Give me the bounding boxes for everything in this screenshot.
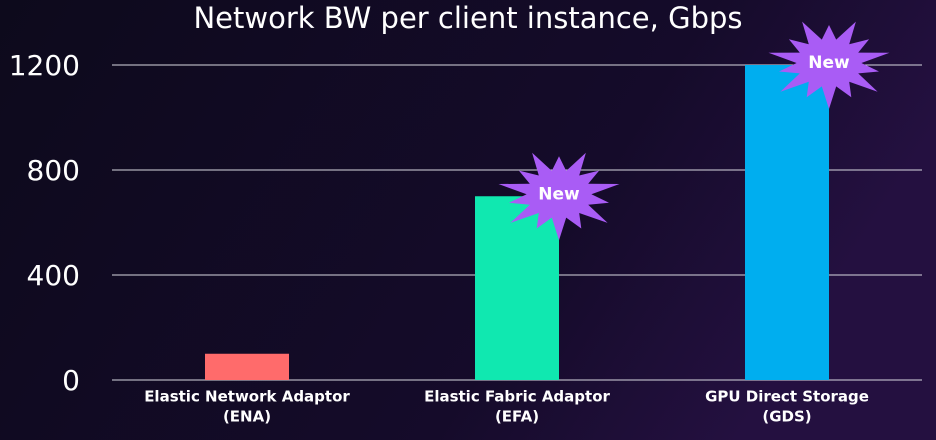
- y-tick-label: 400: [27, 259, 80, 292]
- new-badge: [498, 152, 620, 241]
- chart-title: Network BW per client instance, Gbps: [193, 1, 742, 35]
- y-tick-label: 800: [27, 154, 80, 187]
- x-tick-label: Elastic Fabric Adaptor: [424, 388, 610, 406]
- x-tick-label: (GDS): [762, 408, 811, 426]
- annotation: New: [538, 184, 580, 204]
- bar: [745, 65, 829, 380]
- bar: [475, 196, 559, 380]
- y-tick-label: 0: [62, 364, 80, 397]
- y-tick-label: 1200: [9, 49, 80, 82]
- x-tick-label: (EFA): [495, 408, 539, 426]
- x-tick-label: Elastic Network Adaptor: [144, 388, 350, 406]
- annotation: New: [808, 53, 850, 73]
- bar: [205, 353, 289, 380]
- x-tick-label: GPU Direct Storage: [705, 388, 869, 406]
- x-tick-label: (ENA): [223, 408, 271, 426]
- new-badge: [768, 21, 890, 110]
